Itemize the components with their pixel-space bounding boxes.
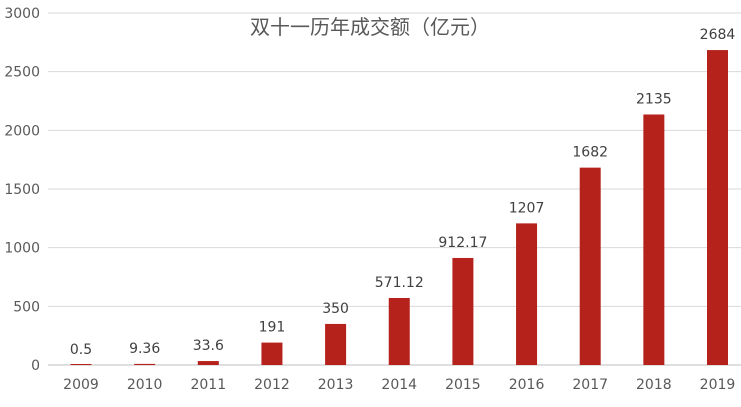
gridlines xyxy=(48,12,741,366)
bar xyxy=(325,323,347,365)
x-tick-label: 2013 xyxy=(318,377,354,393)
y-tick-label: 1000 xyxy=(4,241,40,257)
bar xyxy=(134,363,156,365)
x-tick-label: 2010 xyxy=(127,377,163,393)
bar-value-label: 33.6 xyxy=(193,338,224,354)
y-tick-label: 2500 xyxy=(4,65,40,81)
bar-value-label: 2135 xyxy=(636,91,672,107)
y-tick-label: 3000 xyxy=(4,6,40,22)
bar-value-label: 2684 xyxy=(700,27,736,43)
bar-value-label: 191 xyxy=(259,320,286,336)
y-tick-label: 1500 xyxy=(4,182,40,198)
x-axis-ticks: 2009 2010 2011 2012 2013 2014 2015 2016 2017 2018… xyxy=(63,377,735,393)
x-tick-label: 2016 xyxy=(509,377,545,393)
y-tick-label: 500 xyxy=(13,299,40,315)
y-tick-label: 2000 xyxy=(4,123,40,139)
bar xyxy=(261,342,283,365)
bar-value-label: 0.5 xyxy=(70,342,92,358)
x-tick-label: 2015 xyxy=(445,377,481,393)
chart-title: 双十一历年成交额（亿元） xyxy=(250,15,490,39)
y-axis-ticks: 0 500 1000 1500 2000 2500 3000 xyxy=(4,6,40,374)
bar xyxy=(707,50,728,365)
bar xyxy=(579,167,601,365)
bar xyxy=(643,114,665,365)
x-tick-label: 2012 xyxy=(254,377,290,393)
bar xyxy=(197,361,219,365)
x-tick-label: 2009 xyxy=(63,377,99,393)
x-tick-label: 2014 xyxy=(381,377,417,393)
bar-value-label: 571.12 xyxy=(375,275,424,291)
bars xyxy=(70,50,728,365)
bar-value-label: 9.36 xyxy=(129,341,160,357)
bar-value-label: 350 xyxy=(322,301,349,317)
x-tick-label: 2011 xyxy=(190,377,226,393)
bar-value-label: 1207 xyxy=(509,200,545,216)
x-tick-label: 2018 xyxy=(636,377,672,393)
bar xyxy=(70,364,92,365)
bar xyxy=(452,257,474,365)
bar xyxy=(516,223,538,365)
bar xyxy=(388,297,410,365)
bar-value-label: 1682 xyxy=(572,145,608,161)
x-tick-label: 2019 xyxy=(700,377,736,393)
bar-value-label: 912.17 xyxy=(438,235,487,251)
x-tick-label: 2017 xyxy=(572,377,608,393)
bar-value-labels: 0.5 9.36 33.6 191 350 571.12 912.17 1207 1682 213… xyxy=(70,27,736,358)
y-tick-label: 0 xyxy=(31,358,40,374)
